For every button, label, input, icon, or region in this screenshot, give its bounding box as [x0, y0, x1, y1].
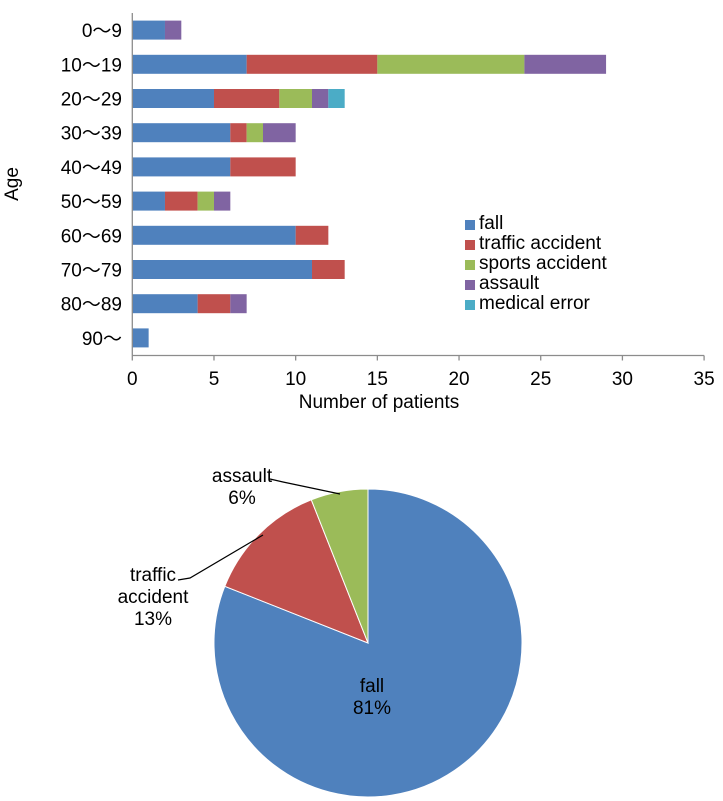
bar-segment [377, 54, 525, 74]
bar-chart: 0〜9 10〜19 20〜29 30〜39 40〜49 50〜59 60〜69 70〜79 80… [2, 13, 715, 413]
bar-segment [132, 191, 165, 211]
pie-label: fall [360, 676, 384, 697]
pie-label: accident [118, 587, 189, 608]
y-axis-title: Age [2, 167, 23, 201]
bar-segment [197, 191, 214, 211]
x-tick-label: 20 [448, 369, 469, 390]
legend-swatch [465, 220, 475, 230]
bar-segment [132, 54, 247, 74]
bar-segment [132, 157, 231, 177]
bar-segment [230, 294, 247, 314]
pie-label: traffic [130, 565, 176, 586]
bar-segment [132, 89, 214, 108]
x-tick-label: 10 [285, 369, 306, 390]
pie-label: 81% [353, 698, 391, 719]
bar-segment [197, 294, 231, 314]
pie-slice [310, 488, 369, 644]
bar-segment [524, 54, 607, 74]
pie-leader-line [269, 478, 341, 495]
bar-segment [132, 20, 165, 40]
bar-segment [213, 89, 280, 108]
pie-leader-lines [177, 478, 341, 581]
bar-segment [132, 225, 296, 245]
legend-item: sports accident [465, 253, 608, 274]
x-tick-label: 5 [209, 369, 220, 390]
bar-segment [164, 20, 182, 40]
legend-item: traffic accident [465, 233, 602, 254]
legend-item: assault [465, 273, 540, 294]
x-tick-label: 0 [127, 369, 138, 390]
bar-segment [246, 123, 263, 143]
category-label: 20〜29 [61, 90, 122, 111]
category-label: 30〜39 [61, 124, 122, 145]
bar-segment [262, 123, 296, 143]
category-label: 50〜59 [61, 192, 122, 213]
x-tick-label: 25 [530, 369, 551, 390]
pie-label: 13% [134, 609, 172, 630]
bar-segment [328, 89, 345, 108]
legend-label: fall [479, 213, 503, 234]
legend-label: medical error [479, 293, 591, 314]
bar-segment [132, 328, 149, 348]
legend-label: sports accident [479, 253, 608, 274]
x-tick-label: 35 [694, 369, 715, 390]
bar-segment [312, 260, 345, 279]
bar-series-group [132, 20, 607, 348]
bar-segment [295, 225, 329, 245]
bar-segment [246, 54, 378, 74]
category-label: 40〜49 [61, 158, 122, 179]
bar-segment [230, 157, 296, 177]
bar-segment [312, 89, 329, 108]
pie-label: assault [212, 466, 273, 487]
bar-x-tick-labels: 0 5 10 15 20 25 30 35 [127, 369, 715, 390]
bar-segment [230, 123, 247, 143]
bar-segment [132, 260, 313, 279]
category-label: 10〜19 [61, 55, 122, 76]
legend-swatch [465, 240, 475, 250]
bar-segment [213, 191, 231, 211]
legend-swatch [465, 300, 475, 310]
pie-slice [224, 499, 369, 644]
category-label: 90〜 [82, 329, 122, 350]
bar-category-labels: 0〜9 10〜19 20〜29 30〜39 40〜49 50〜59 60〜69 70〜79 80… [61, 21, 122, 350]
x-tick-label: 30 [612, 369, 633, 390]
legend-label: assault [479, 273, 540, 294]
pie-slices-group [213, 488, 523, 798]
category-label: 80〜89 [61, 295, 122, 316]
category-label: 0〜9 [82, 21, 122, 42]
legend-item: fall [465, 213, 503, 234]
legend-item: medical error [465, 293, 591, 314]
legend-swatch [465, 260, 475, 270]
category-label: 60〜69 [61, 226, 122, 247]
bar-segment [132, 123, 231, 143]
bar-axes [131, 13, 705, 361]
pie-label: 6% [228, 488, 256, 509]
x-tick-label: 15 [367, 369, 388, 390]
bar-segment [132, 294, 198, 314]
legend-swatch [465, 280, 475, 290]
x-axis-title: Number of patients [299, 392, 460, 413]
pie-leader-line [177, 534, 264, 581]
category-label: 70〜79 [61, 261, 122, 282]
bar-segment [279, 89, 313, 108]
bar-segment [164, 191, 198, 211]
legend-label: traffic accident [479, 233, 602, 254]
